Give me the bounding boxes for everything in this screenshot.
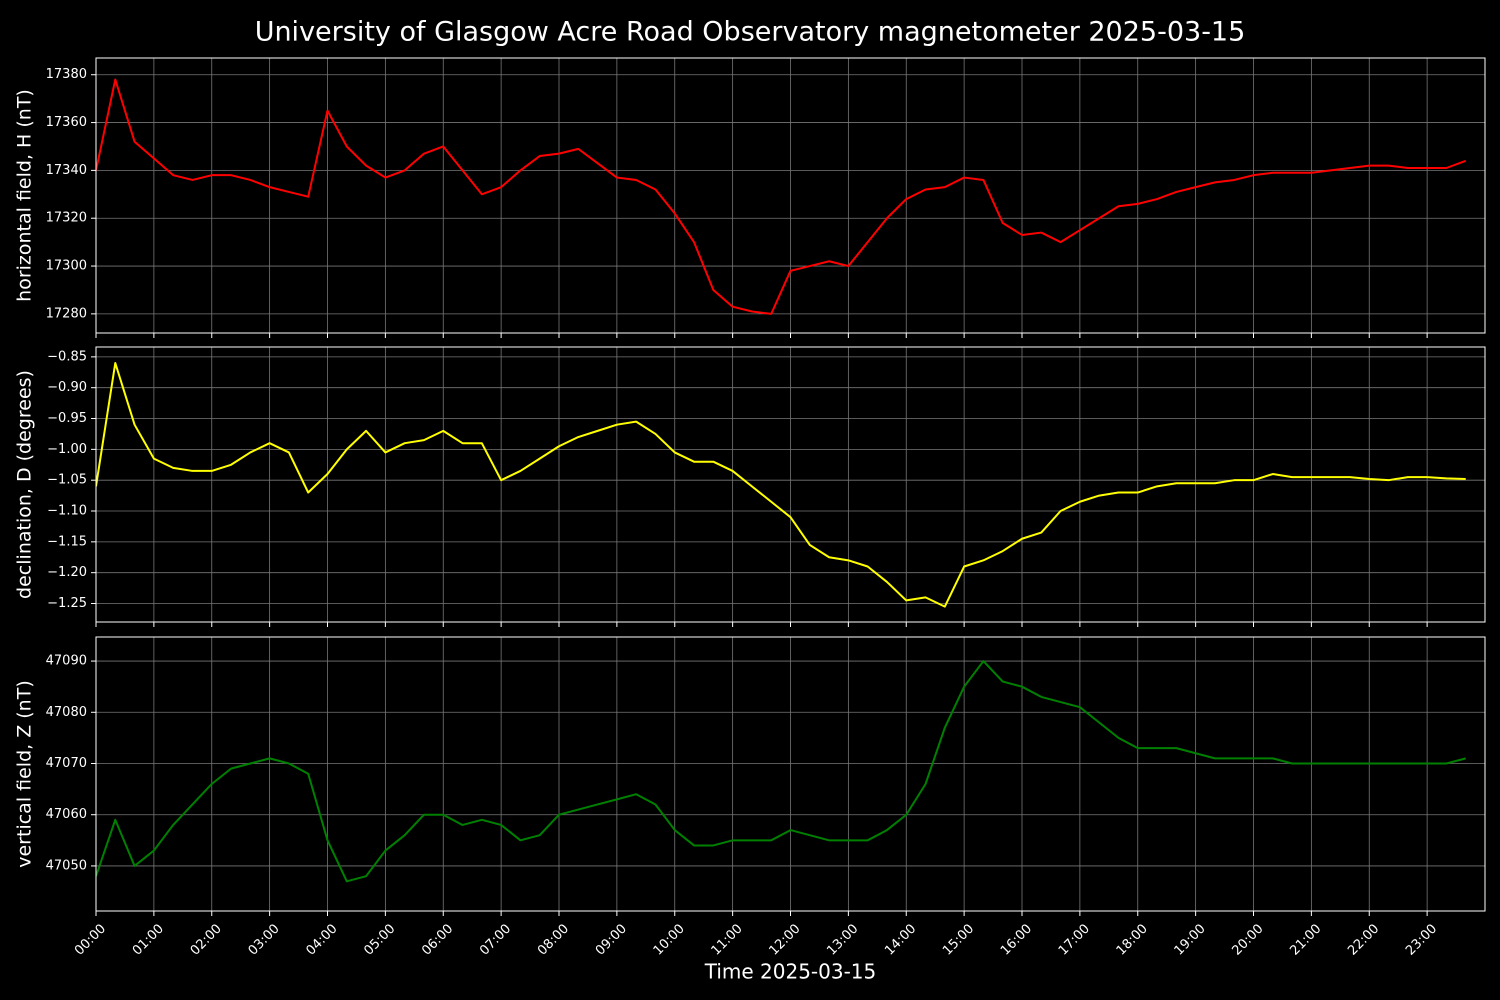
y-tick-label: −0.90 <box>47 380 87 395</box>
y-tick-label: −1.20 <box>47 565 87 580</box>
y-tick-label: 17320 <box>46 211 87 226</box>
y-tick-label: 47070 <box>46 756 87 771</box>
y-tick-label: −1.25 <box>47 596 87 611</box>
y-axis-label: declination, D (degrees) <box>14 370 36 599</box>
y-tick-label: −1.00 <box>47 442 87 457</box>
plot-area <box>96 78 1467 315</box>
y-tick-label: 47050 <box>46 858 87 873</box>
data-line <box>96 660 1466 883</box>
data-line <box>96 362 1466 608</box>
y-tick-label: 17300 <box>46 259 87 274</box>
plot-area <box>96 362 1466 608</box>
plot-frame <box>95 636 1486 912</box>
y-tick-label: −1.10 <box>47 504 87 519</box>
y-tick-label: −1.15 <box>47 534 87 549</box>
y-tick-label: −0.95 <box>47 411 87 426</box>
y-axis-label: vertical field, Z (nT) <box>14 680 36 868</box>
figure-title: University of Glasgow Acre Road Observat… <box>255 17 1246 48</box>
y-tick-label: 47090 <box>46 654 87 669</box>
y-tick-label: −0.85 <box>47 349 87 364</box>
y-tick-label: 17380 <box>46 67 87 82</box>
data-line <box>96 78 1467 315</box>
plot-area <box>96 660 1466 883</box>
plot-frame <box>95 346 1486 623</box>
y-tick-label: −1.05 <box>47 473 87 488</box>
y-tick-label: 17360 <box>46 115 87 130</box>
y-tick-label: 17340 <box>46 163 87 178</box>
y-axis-label: horizontal field, H (nT) <box>14 89 36 302</box>
plot-frame <box>95 57 1486 334</box>
y-tick-label: 17280 <box>46 306 87 321</box>
x-axis-label: Time 2025-03-15 <box>704 960 877 984</box>
y-tick-label: 47080 <box>46 705 87 720</box>
y-tick-label: 47060 <box>46 807 87 822</box>
